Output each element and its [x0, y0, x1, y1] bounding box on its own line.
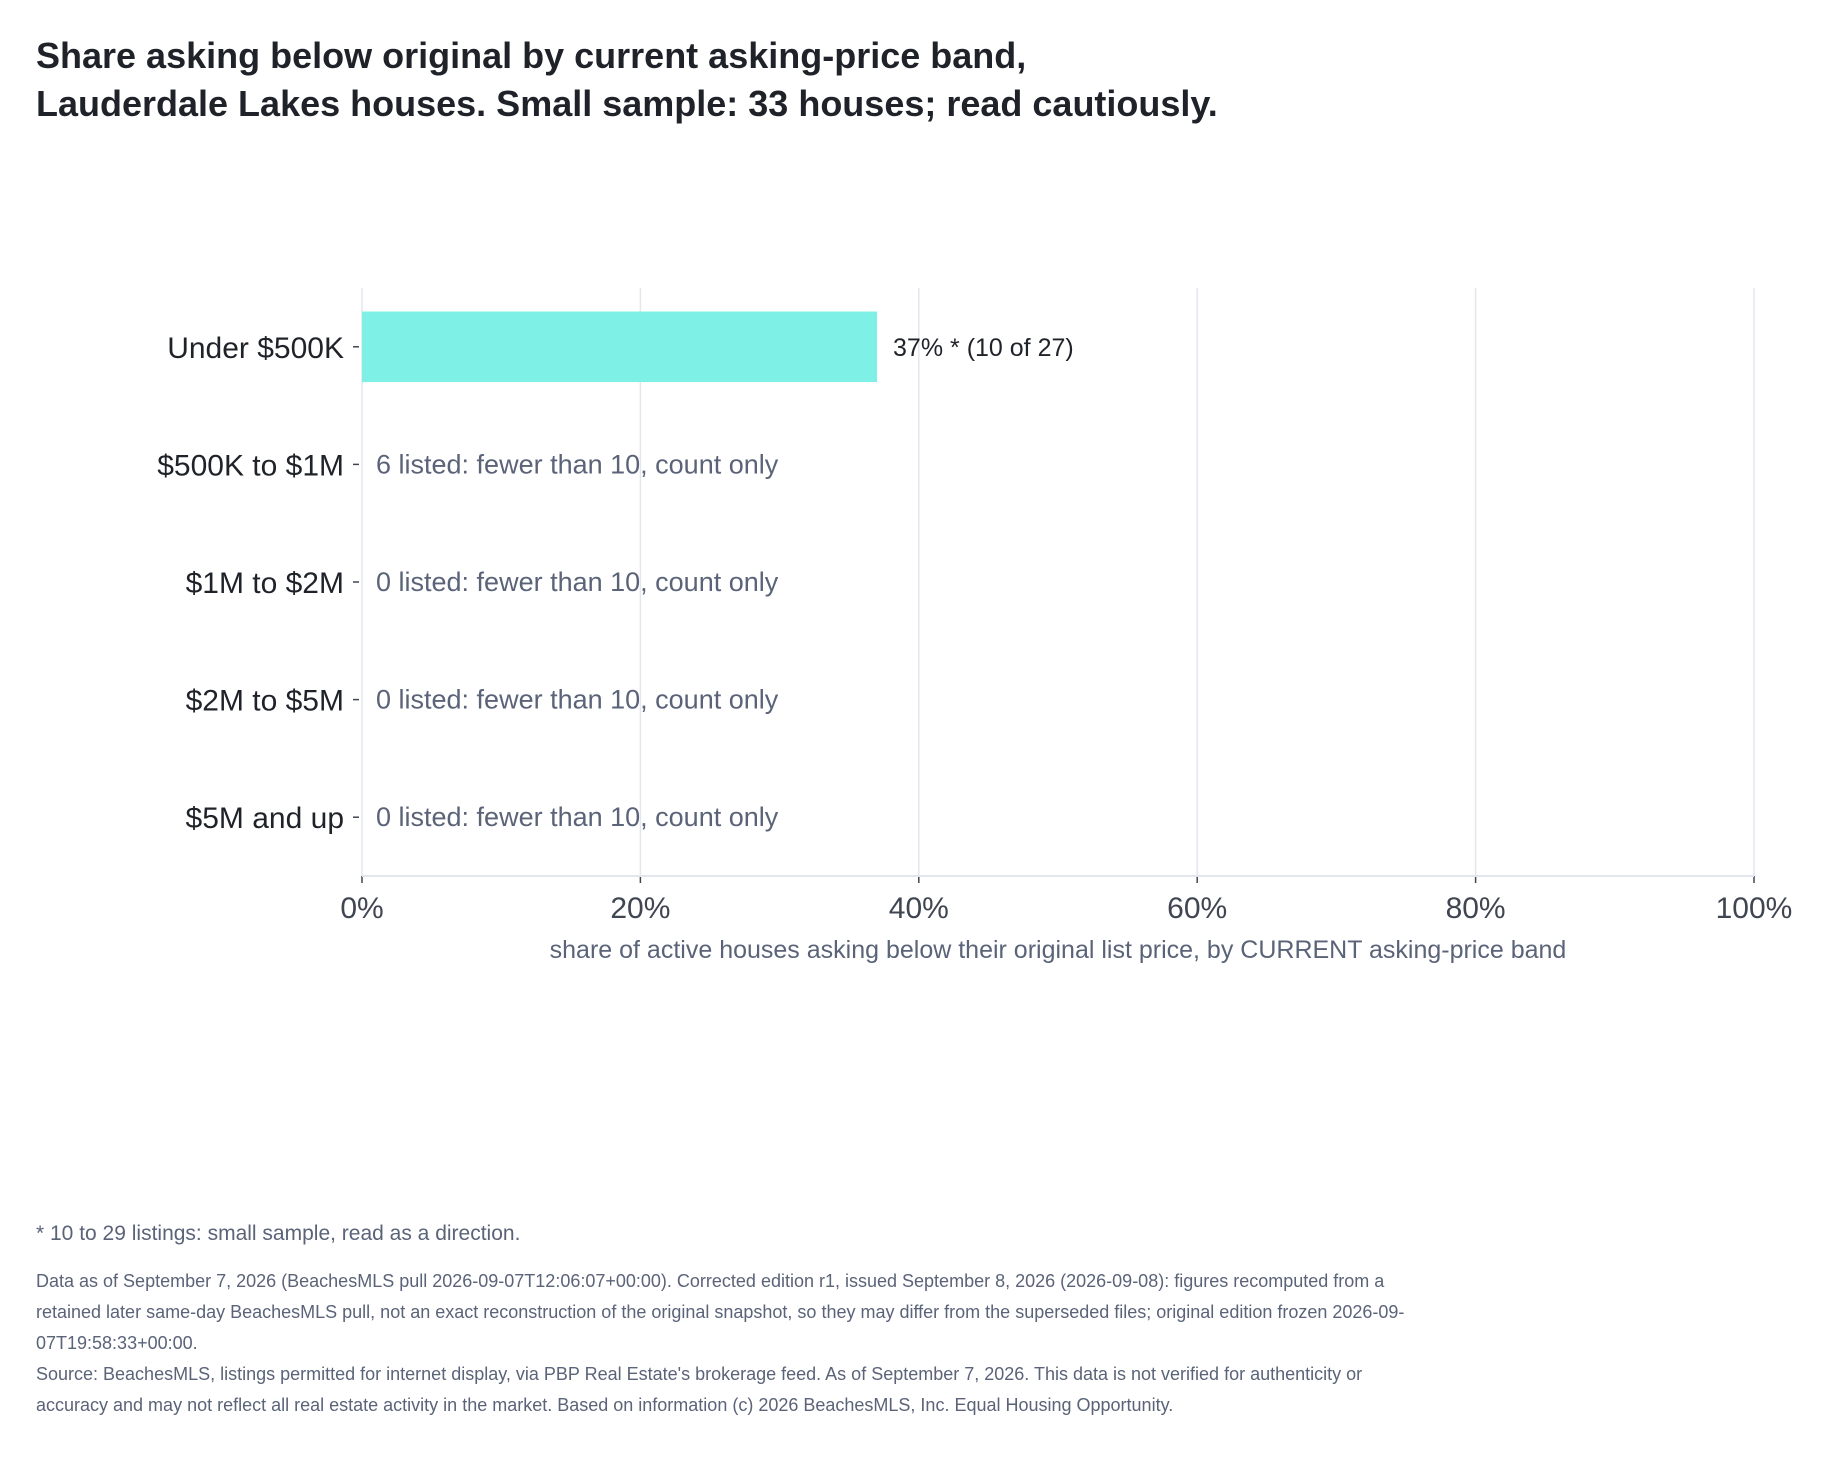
- bar-chart: 0% 20% 40% 60% 80% 100% Under $500K 37% * (10 …: [157, 288, 1793, 964]
- x-tick-label: 80%: [1446, 892, 1506, 925]
- labels: Under $500K 37% * (10 of 27) $500K to $1M 6…: [157, 332, 1074, 835]
- category-label: $5M and up: [186, 802, 344, 835]
- x-tick-label: 20%: [610, 892, 670, 925]
- bar-value-label: 0 listed: fewer than 10, count only: [376, 567, 779, 597]
- x-tick-label: 60%: [1167, 892, 1227, 925]
- bar: [362, 311, 878, 383]
- source-notes: Data as of September 7, 2026 (BeachesMLS…: [36, 1266, 1406, 1421]
- chart-title-line-1: Share asking below original by current a…: [36, 35, 1027, 76]
- footnote: * 10 to 29 listings: small sample, read …: [36, 1222, 521, 1245]
- chart-title: Share asking below original by current a…: [36, 32, 1736, 128]
- bar-value-label: 6 listed: fewer than 10, count only: [376, 449, 779, 479]
- category-label: $1M to $2M: [186, 567, 344, 600]
- category-label: $500K to $1M: [157, 449, 344, 482]
- category-label: Under $500K: [167, 332, 344, 365]
- category-label: $2M to $5M: [186, 685, 344, 718]
- x-axis-title: share of active houses asking below thei…: [550, 936, 1567, 964]
- bars: [362, 311, 878, 383]
- x-tick-label: 0%: [340, 892, 383, 925]
- bar-value-label: 37% * (10 of 27): [893, 334, 1074, 362]
- bar-value-label: 0 listed: fewer than 10, count only: [376, 802, 779, 832]
- x-tick-label: 100%: [1716, 892, 1793, 925]
- chart-title-line-2: Lauderdale Lakes houses. Small sample: 3…: [36, 83, 1218, 124]
- source-note: Source: BeachesMLS, listings permitted f…: [36, 1364, 1363, 1415]
- gridlines: [361, 288, 1755, 876]
- data-as-of-note: Data as of September 7, 2026 (BeachesMLS…: [36, 1271, 1405, 1353]
- bar-value-label: 0 listed: fewer than 10, count only: [376, 685, 779, 715]
- axes: 0% 20% 40% 60% 80% 100%: [340, 346, 1793, 925]
- x-tick-label: 40%: [889, 892, 949, 925]
